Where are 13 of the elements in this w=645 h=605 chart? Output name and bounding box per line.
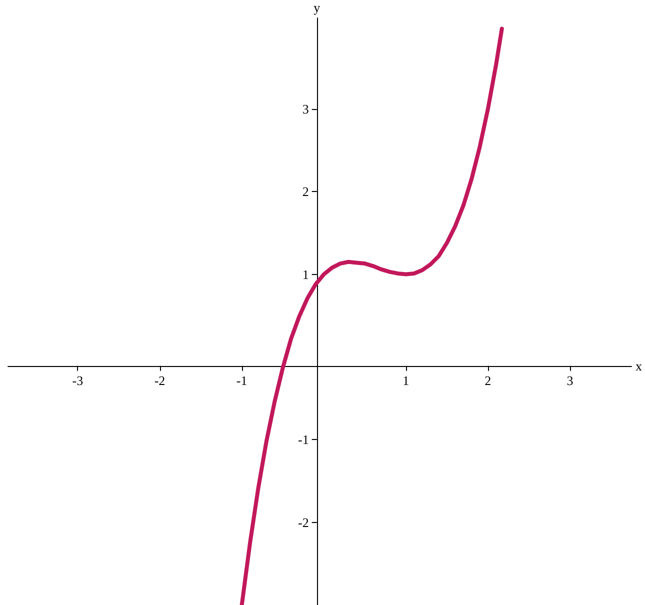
y-tick-label: 2 [302,184,309,200]
x-tick-label: 2 [484,372,492,388]
y-tick-label: 1 [302,266,309,282]
x-tick-label: 3 [566,372,574,388]
y-axis-title: y [314,0,321,15]
x-tick-label: 1 [402,372,410,388]
y-tick-label: -2 [298,514,309,530]
x-tick-label: -2 [154,372,166,388]
x-tick-label: -3 [72,372,84,388]
x-axis-title: x [636,358,642,374]
y-tick-label: 3 [302,101,309,116]
y-tick-label: -1 [298,432,309,448]
x-tick-label: -1 [236,372,248,388]
